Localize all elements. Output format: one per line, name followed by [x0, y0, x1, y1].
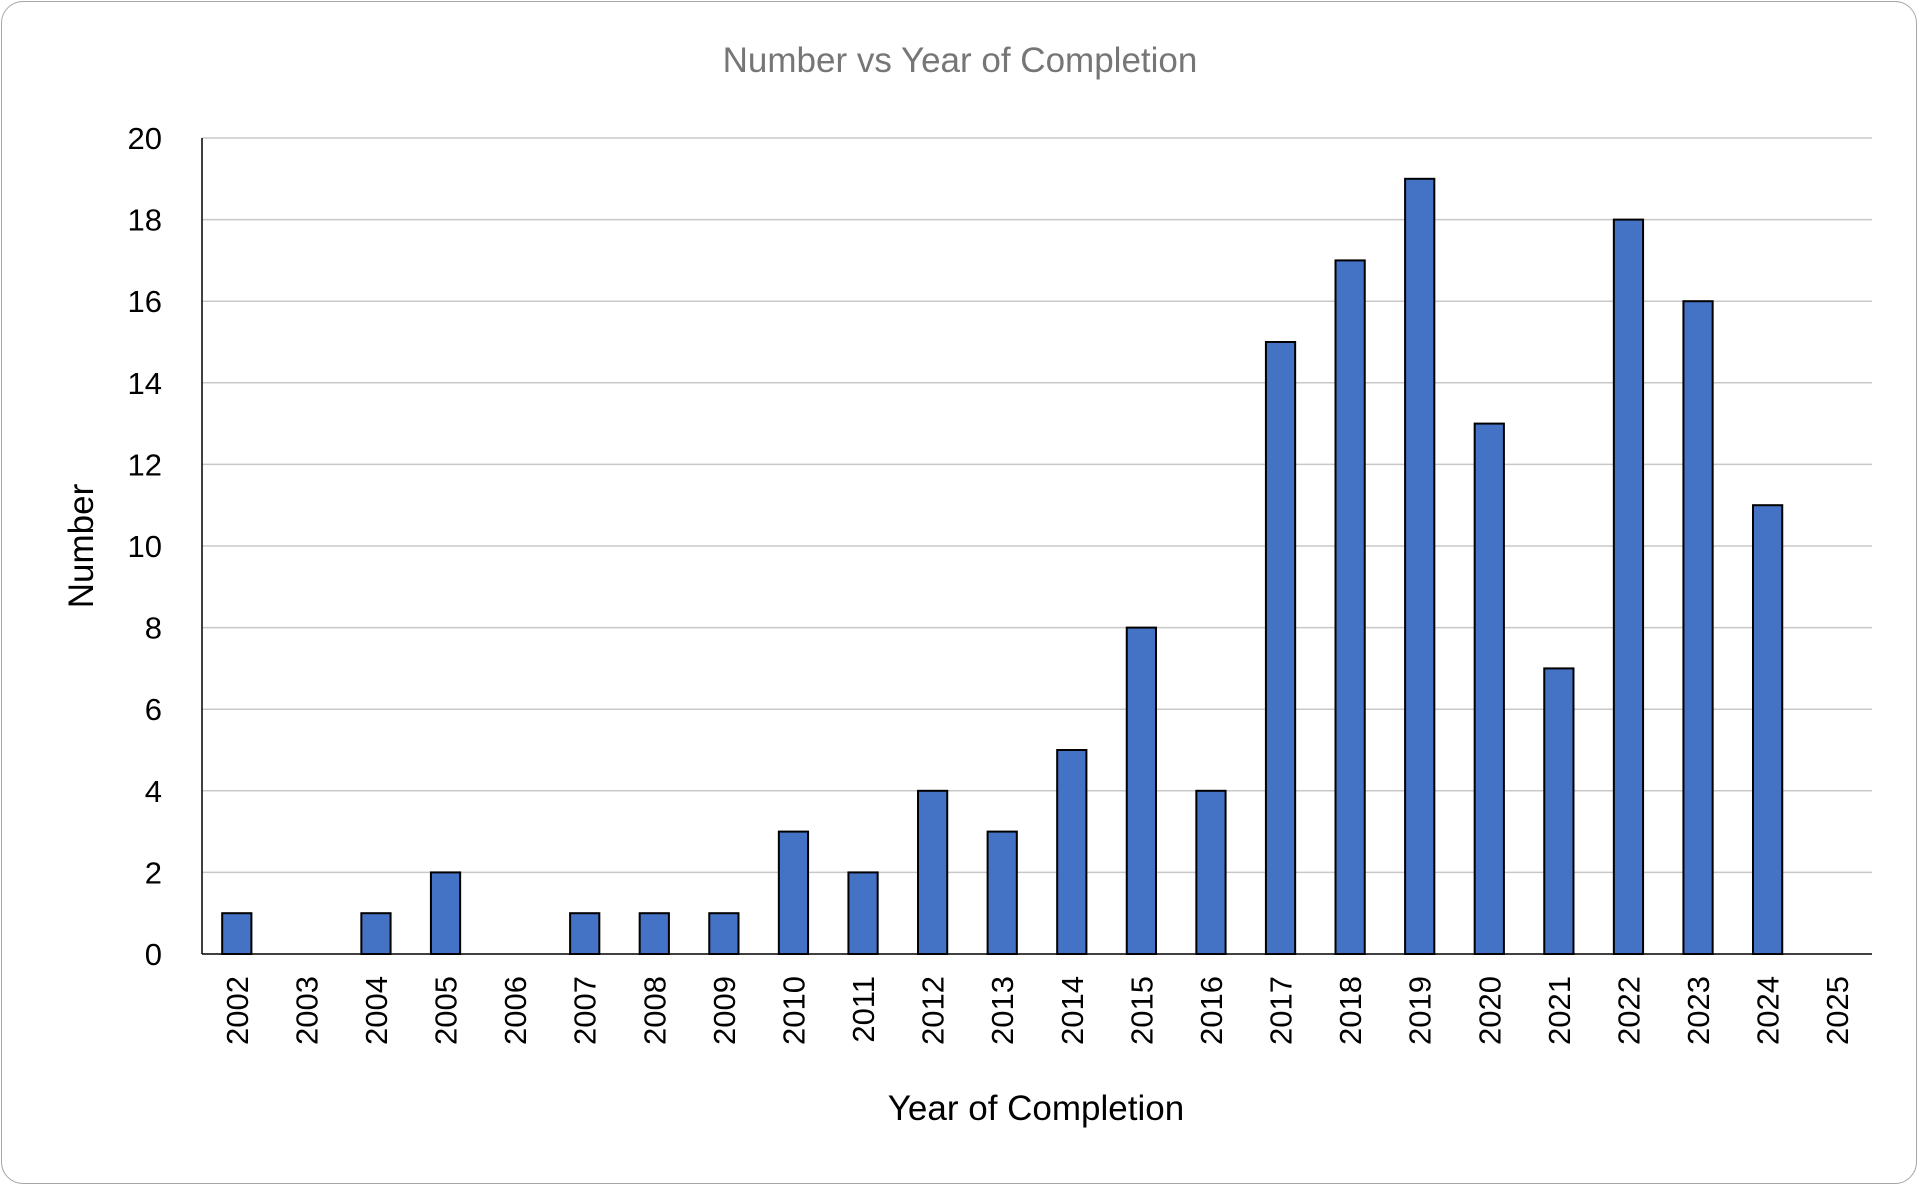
bar-2022 — [1612, 218, 1645, 956]
x-axis-label: Year of Completion — [888, 1089, 1184, 1128]
bar-2007 — [569, 912, 601, 956]
y-tick-label: 16 — [128, 284, 162, 319]
x-tick-label: 2021 — [1542, 976, 1577, 1045]
x-tick-label: 2019 — [1403, 976, 1438, 1045]
chart-title: Number vs Year of Completion — [723, 41, 1198, 80]
x-tick-label: 2004 — [359, 976, 394, 1045]
bar-2017 — [1264, 341, 1297, 955]
x-tick-label: 2017 — [1264, 976, 1299, 1045]
x-tick-label: 2003 — [289, 976, 324, 1045]
y-tick-label: 6 — [145, 692, 162, 727]
x-tick-label: 2013 — [985, 976, 1020, 1045]
bar-2023 — [1682, 300, 1714, 955]
bar-2008 — [638, 912, 670, 956]
y-tick-label: 10 — [128, 529, 162, 564]
y-tick-label: 8 — [145, 611, 162, 646]
x-tick-label: 2016 — [1194, 976, 1229, 1045]
bar-2010 — [777, 830, 810, 955]
x-tick-label: 2008 — [637, 976, 672, 1045]
x-tick-label: 2015 — [1124, 976, 1159, 1045]
bar-2004 — [360, 912, 392, 956]
bar-2005 — [429, 871, 462, 956]
y-tick-label: 14 — [128, 366, 162, 401]
x-tick-label: 2005 — [429, 976, 464, 1045]
bar-2019 — [1404, 177, 1436, 956]
gridlines — [202, 137, 1872, 874]
y-tick-label: 12 — [128, 447, 162, 482]
bar-2002 — [221, 912, 253, 956]
y-tick-label: 0 — [145, 937, 162, 972]
x-tick-labels: 2002 2003 2004 2005 2006 2007 2008 2009 2010 2011… — [220, 976, 1855, 1045]
bar-2009 — [708, 912, 740, 956]
x-tick-label: 2022 — [1611, 976, 1646, 1045]
x-tick-label: 2025 — [1820, 976, 1855, 1045]
bar-2016 — [1195, 789, 1227, 955]
x-tick-label: 2009 — [707, 976, 742, 1045]
y-axis-label: Number — [62, 483, 101, 608]
x-tick-label: 2023 — [1681, 976, 1716, 1045]
bars — [221, 177, 1784, 956]
bar-2020 — [1473, 422, 1505, 956]
bar-2015 — [1125, 626, 1157, 955]
x-tick-label: 2014 — [1055, 976, 1090, 1045]
bar-2013 — [986, 830, 1018, 955]
y-tick-label: 18 — [128, 203, 162, 238]
bar-2018 — [1334, 259, 1366, 955]
x-tick-label: 2006 — [498, 976, 533, 1045]
x-tick-label: 2010 — [776, 976, 811, 1045]
bar-2021 — [1543, 667, 1575, 956]
y-tick-label: 2 — [145, 855, 162, 890]
x-tick-label: 2002 — [220, 976, 255, 1045]
x-tick-label: 2007 — [568, 976, 603, 1045]
x-tick-label: 2020 — [1472, 976, 1507, 1045]
x-tick-label: 2012 — [916, 976, 951, 1045]
bar-2024 — [1752, 504, 1784, 955]
bar-2014 — [1056, 749, 1088, 955]
bar-2012 — [917, 789, 949, 955]
y-tick-labels: 0 2 4 6 8 10 12 14 16 18 20 — [128, 121, 162, 972]
x-tick-label: 2011 — [846, 976, 881, 1043]
x-tick-label: 2024 — [1751, 976, 1786, 1045]
y-tick-label: 20 — [128, 121, 162, 156]
bar-2011 — [847, 871, 879, 956]
y-tick-label: 4 — [145, 774, 162, 809]
x-tick-label: 2018 — [1333, 976, 1368, 1045]
